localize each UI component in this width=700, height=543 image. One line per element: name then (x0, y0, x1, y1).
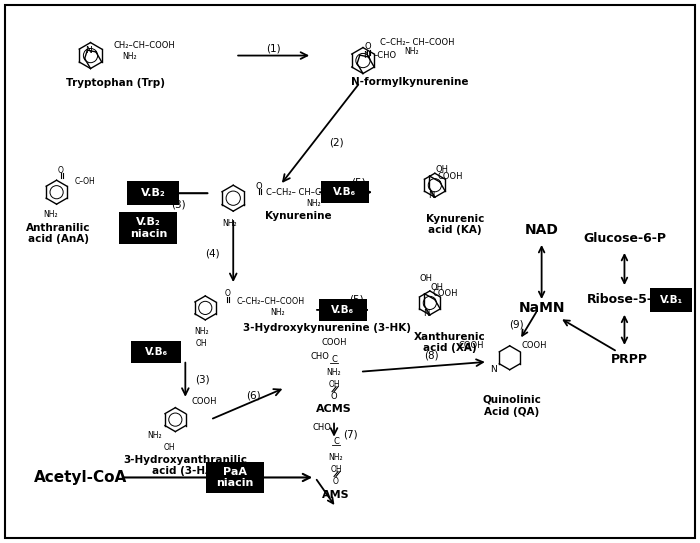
Text: OH: OH (328, 380, 339, 389)
FancyBboxPatch shape (319, 299, 367, 321)
Text: (2): (2) (329, 137, 343, 147)
Text: Ribose-5-P: Ribose-5-P (587, 293, 662, 306)
Text: 3-Hydroxykynurenine (3-HK): 3-Hydroxykynurenine (3-HK) (243, 323, 411, 333)
Text: V.B₁: V.B₁ (660, 295, 683, 305)
Text: V.B₆: V.B₆ (332, 305, 355, 315)
Text: (1): (1) (266, 43, 281, 54)
Text: COOH: COOH (438, 172, 463, 181)
Text: acid (AnA): acid (AnA) (28, 234, 89, 244)
Text: Acetyl-CoA: Acetyl-CoA (34, 470, 127, 485)
Text: Kynurenine: Kynurenine (265, 211, 332, 221)
Text: V.B₂
niacin: V.B₂ niacin (130, 217, 167, 239)
Text: C–CH₂– CH–COOH: C–CH₂– CH–COOH (380, 39, 455, 47)
FancyBboxPatch shape (127, 181, 179, 205)
Text: Glucose-6-P: Glucose-6-P (583, 231, 666, 244)
Text: (3): (3) (195, 375, 209, 385)
Text: (5): (5) (351, 177, 365, 187)
Text: (5): (5) (349, 295, 363, 305)
Text: O: O (330, 392, 337, 401)
Text: PaA
niacin: PaA niacin (216, 466, 254, 488)
Text: PRPP: PRPP (611, 353, 648, 367)
Text: O: O (57, 166, 64, 175)
Text: NH₂: NH₂ (222, 219, 237, 228)
Text: Anthranilic: Anthranilic (27, 223, 91, 233)
FancyBboxPatch shape (120, 212, 177, 244)
FancyBboxPatch shape (321, 181, 369, 203)
Text: AMS: AMS (322, 490, 350, 501)
Text: COOH: COOH (458, 342, 484, 350)
Text: (4): (4) (205, 248, 220, 258)
Text: N: N (424, 309, 430, 318)
Text: NaMN: NaMN (519, 301, 565, 315)
Text: OH: OH (430, 283, 443, 292)
Text: N: N (85, 46, 92, 55)
Text: COOH: COOH (321, 338, 346, 348)
Text: Kynurenic: Kynurenic (426, 214, 484, 224)
Text: N: N (428, 191, 435, 200)
Text: C–CH₂–CH–COOH: C–CH₂–CH–COOH (236, 298, 304, 306)
Text: O: O (256, 182, 262, 191)
FancyBboxPatch shape (206, 462, 264, 494)
Text: (3): (3) (171, 199, 186, 209)
Text: CHO: CHO (310, 352, 329, 361)
Text: V.B₆: V.B₆ (145, 347, 168, 357)
Text: CH₂–CH–COOH: CH₂–CH–COOH (114, 41, 176, 50)
Text: C: C (331, 355, 337, 364)
Text: NH₂: NH₂ (270, 308, 284, 318)
FancyBboxPatch shape (650, 288, 692, 312)
Text: acid (XA): acid (XA) (423, 343, 477, 353)
Text: NAD: NAD (525, 223, 559, 237)
Text: OH: OH (330, 465, 342, 474)
Text: OH: OH (435, 166, 448, 174)
Text: ACMS: ACMS (316, 403, 352, 414)
Text: CHO: CHO (313, 423, 332, 432)
Text: Xanthurenic: Xanthurenic (414, 332, 486, 342)
Text: Quinolinic: Quinolinic (482, 395, 541, 405)
Text: acid (3-HA): acid (3-HA) (153, 466, 218, 477)
Text: (8): (8) (424, 351, 439, 361)
Text: 3-Hydroxyanthranilic: 3-Hydroxyanthranilic (123, 454, 247, 464)
Text: Acid (QA): Acid (QA) (484, 407, 539, 416)
Text: NH₂: NH₂ (147, 431, 162, 440)
Text: (7): (7) (343, 430, 357, 440)
Text: NH₂: NH₂ (43, 210, 58, 219)
Text: (9): (9) (509, 320, 524, 330)
Text: N: N (490, 365, 497, 374)
Text: NH₂: NH₂ (405, 47, 419, 56)
Text: COOH: COOH (433, 289, 458, 298)
Text: OH: OH (195, 339, 207, 348)
Text: O: O (364, 42, 371, 52)
Text: V.B₆: V.B₆ (333, 187, 356, 197)
Text: V.B₂: V.B₂ (141, 188, 166, 198)
Text: N-formylkynurenine: N-formylkynurenine (351, 78, 468, 87)
Text: O: O (224, 289, 230, 299)
Text: COOH: COOH (522, 342, 547, 350)
Text: N: N (363, 50, 370, 60)
Text: Tryptophan (Trp): Tryptophan (Trp) (66, 79, 165, 89)
Text: OH: OH (164, 443, 175, 452)
Text: COOH: COOH (191, 397, 217, 406)
FancyBboxPatch shape (132, 341, 181, 363)
Text: C–CH₂– CH–COOH: C–CH₂– CH–COOH (266, 188, 340, 197)
Text: NH₂: NH₂ (329, 453, 343, 462)
Text: (6): (6) (246, 390, 260, 401)
Text: –CHO: –CHO (374, 50, 397, 60)
Text: NH₂: NH₂ (194, 327, 209, 336)
Text: acid (KA): acid (KA) (428, 225, 482, 235)
Text: C–OH: C–OH (74, 176, 95, 186)
Text: OH: OH (419, 274, 433, 283)
Text: NH₂: NH₂ (122, 53, 136, 61)
Text: NH₂: NH₂ (327, 368, 342, 377)
Text: C: C (333, 437, 339, 446)
Text: NH₂: NH₂ (306, 199, 321, 207)
Text: O: O (333, 477, 339, 486)
